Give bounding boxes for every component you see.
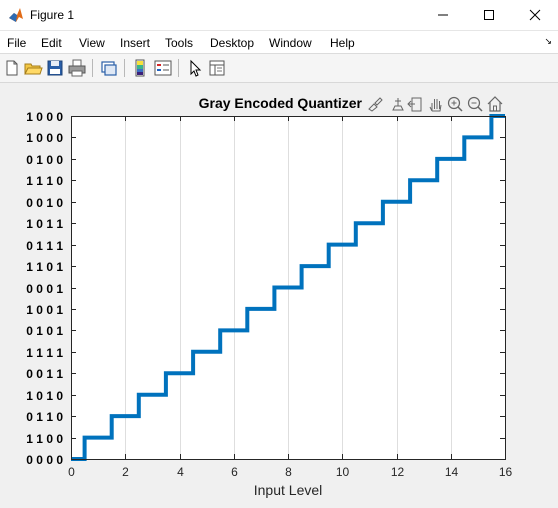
series-layer [71, 114, 505, 461]
pan-icon[interactable] [429, 99, 442, 112]
chart-title: Gray Encoded Quantizer [199, 95, 363, 111]
y-tick-label: 1 1 1 0 [26, 174, 63, 188]
y-tick-label: 0 0 0 0 [26, 453, 63, 467]
menu-window[interactable]: Window [269, 36, 312, 50]
home-icon[interactable] [487, 96, 503, 112]
x-tick-label: 2 [122, 465, 129, 479]
ticks-layer: 0 2 4 6 8 10 12 14 16 0 0 0 0 1 1 0 0 0 1 1 0 1 0 1 … [26, 110, 512, 479]
x-tick-label: 6 [231, 465, 238, 479]
new-figure-icon[interactable] [2, 58, 22, 78]
export-icon[interactable] [407, 97, 422, 112]
print-icon[interactable] [67, 58, 87, 78]
close-button[interactable] [512, 0, 558, 30]
maximize-icon [484, 10, 494, 20]
y-tick-label: 1 1 1 1 [26, 346, 63, 360]
toolbar-separator [92, 59, 93, 77]
menu-file[interactable]: File [7, 36, 27, 50]
x-tick-label: 14 [445, 465, 459, 479]
x-tick-label: 4 [177, 465, 184, 479]
y-tick-label: 1 0 0 0 [26, 131, 63, 145]
menu-desktop[interactable]: Desktop [210, 36, 255, 50]
y-tick-label: 1 1 0 1 [26, 260, 63, 274]
x-tick-label: 0 [68, 465, 75, 479]
axes-toolbar [368, 96, 503, 112]
zoom-out-icon[interactable] [467, 96, 483, 112]
y-tick-label: 1 0 0 1 [26, 303, 63, 317]
y-tick-label: 0 0 0 1 [26, 282, 63, 296]
link-plot-icon[interactable] [99, 58, 119, 78]
data-tips-icon[interactable] [392, 98, 404, 111]
y-tick-label: 1 0 1 1 [26, 217, 63, 231]
toolbar-separator [124, 59, 125, 77]
y-tick-label: 0 1 1 0 [26, 410, 63, 424]
y-tick-label: 0 1 0 1 [26, 324, 63, 338]
y-tick-label: 0 0 1 1 [26, 367, 63, 381]
legend-icon[interactable] [153, 58, 173, 78]
open-file-icon[interactable] [23, 58, 43, 78]
menu-help[interactable]: Help [330, 36, 355, 50]
toolbar-separator [178, 59, 179, 77]
save-icon[interactable] [45, 58, 65, 78]
pointer-icon[interactable] [185, 58, 205, 78]
figure-canvas: 0 2 4 6 8 10 12 14 16 0 0 0 0 1 1 0 0 0 1 1 0 1 0 1 … [0, 83, 558, 503]
minimize-button[interactable] [420, 0, 466, 30]
title-bar: Figure 1 [0, 0, 558, 31]
zoom-in-icon[interactable] [447, 96, 463, 112]
y-tick-label: 0 1 1 1 [26, 239, 63, 253]
dock-arrow-icon[interactable]: ↘ [544, 36, 552, 46]
minimize-icon [438, 14, 448, 16]
x-axis-label: Input Level [254, 482, 323, 498]
x-tick-label: 10 [336, 465, 350, 479]
y-tick-label: 1 0 0 0 [26, 110, 63, 124]
maximize-button[interactable] [466, 0, 512, 30]
series-line-stairs [71, 114, 505, 461]
brush-icon[interactable] [368, 97, 383, 112]
figure-toolbar [0, 54, 558, 83]
y-tick-label: 1 0 1 0 [26, 389, 63, 403]
menu-insert[interactable]: Insert [120, 36, 151, 50]
colorbar-icon[interactable] [131, 58, 151, 78]
plot-svg: 0 2 4 6 8 10 12 14 16 0 0 0 0 1 1 0 0 0 1 1 0 1 0 1 … [26, 95, 512, 498]
y-tick-label: 1 1 0 0 [26, 432, 63, 446]
x-tick-label: 12 [391, 465, 405, 479]
window-title: Figure 1 [30, 8, 75, 22]
matlab-logo-icon [9, 8, 23, 22]
y-tick-label: 0 1 0 0 [26, 153, 63, 167]
close-icon [529, 9, 541, 21]
x-tick-label: 8 [285, 465, 292, 479]
x-tick-label: 16 [499, 465, 513, 479]
property-inspector-icon[interactable] [207, 58, 227, 78]
menu-bar: File Edit View Insert Tools Desktop Wind… [0, 31, 558, 54]
menu-edit[interactable]: Edit [41, 36, 62, 50]
y-tick-label: 0 0 1 0 [26, 196, 63, 210]
menu-view[interactable]: View [79, 36, 105, 50]
menu-tools[interactable]: Tools [165, 36, 194, 50]
